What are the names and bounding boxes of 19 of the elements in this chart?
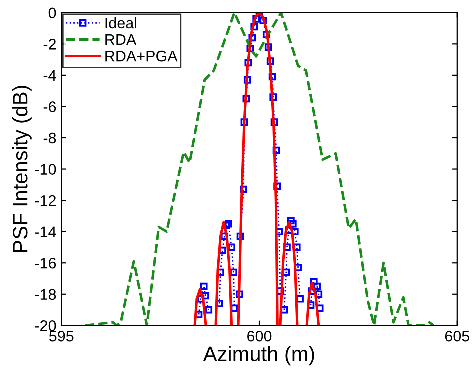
x-tick-label: 605 — [445, 330, 470, 342]
y-tick-label: 0 — [48, 8, 56, 19]
y-tick-label: -20 — [35, 320, 56, 332]
y-axis-title: PSF Intensity (dB) — [12, 86, 32, 252]
y-tick-label: -2 — [44, 39, 56, 50]
y-tick-label: -18 — [35, 289, 56, 300]
legend-label: RDA — [106, 34, 137, 46]
x-tick-label: 600 — [248, 330, 272, 342]
y-tick-label: -10 — [35, 164, 56, 175]
y-tick-label: -14 — [35, 226, 56, 238]
y-tick-label: -12 — [35, 195, 56, 206]
x-axis-title: Azimuth (m) — [203, 346, 314, 366]
y-tick-label: -4 — [44, 70, 56, 81]
legend-label: Ideal — [106, 17, 137, 29]
y-tick-label: -16 — [35, 258, 56, 269]
legend-label: RDA+PGA — [106, 50, 178, 62]
x-tick-label: 595 — [49, 330, 74, 342]
y-tick-label: -6 — [44, 102, 56, 112]
y-tick-label: -8 — [44, 132, 56, 144]
